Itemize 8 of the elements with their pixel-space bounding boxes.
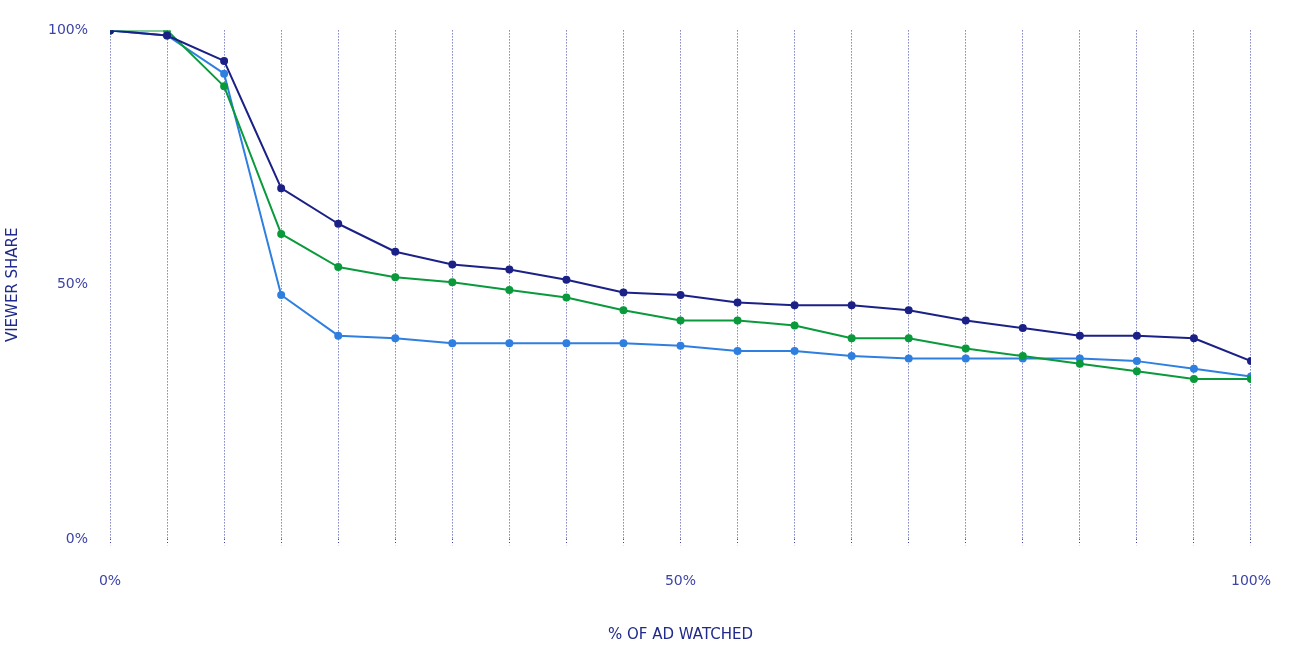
- y-axis-title: VIEWER SHARE: [2, 227, 21, 343]
- y-tick-label: 100%: [47, 21, 89, 38]
- x-tick-label: 0%: [98, 572, 122, 589]
- y-tick-label: 50%: [56, 275, 89, 292]
- y-tick-label: 0%: [65, 529, 89, 546]
- x-tick-label: 100%: [1230, 572, 1271, 589]
- x-tick-label: 50%: [664, 572, 697, 589]
- x-axis-title: % OF AD WATCHED: [608, 624, 753, 643]
